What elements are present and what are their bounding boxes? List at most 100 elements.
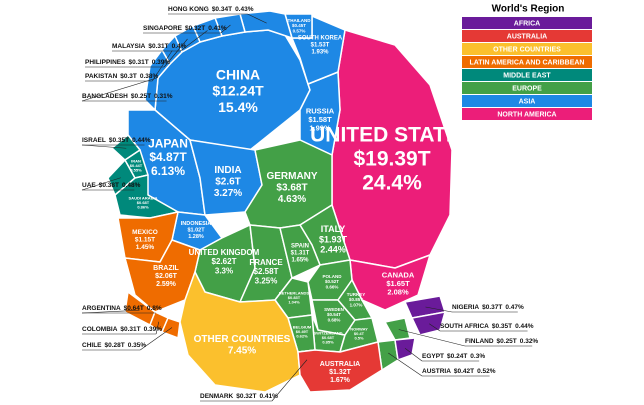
country-share: 1.93% — [311, 49, 329, 55]
country-callout: ISRAEL $0.35T 0.44% — [82, 137, 151, 144]
country-name: COLOMBIA — [82, 326, 118, 333]
country-share: 0.8% — [147, 305, 162, 312]
country-value: $0.24T — [447, 353, 467, 360]
country-name: UAE — [82, 182, 96, 189]
country-value: $0.32T — [236, 393, 256, 400]
country-share: 0.52% — [477, 368, 496, 375]
country-share: 0.4% — [172, 43, 187, 50]
callout-leader — [271, 359, 308, 402]
callout-leader — [155, 321, 160, 335]
country-value: $0.49T — [296, 329, 309, 334]
country-share: 1.45% — [136, 244, 155, 251]
country-value: $2.06T — [155, 273, 178, 280]
country-share: 0.47% — [505, 304, 524, 311]
country-name: FRANCE — [249, 258, 283, 267]
country-name: SPAIN — [291, 244, 309, 250]
country-value: $0.45T — [292, 23, 306, 28]
country-cell — [114, 174, 179, 219]
country-share: 4.63% — [278, 194, 306, 205]
country-share: 0.66% — [326, 284, 339, 289]
country-share: 3.3% — [215, 266, 233, 275]
country-callout: HONG KONG $0.34T 0.43% — [168, 6, 254, 13]
country-value: $0.35T — [109, 137, 129, 144]
country-value: $1.02T — [187, 227, 205, 233]
country-name: HONG KONG — [168, 6, 209, 13]
country-name: JAPAN — [148, 136, 188, 150]
legend-swatch — [462, 69, 592, 81]
country-share: 1.67% — [330, 377, 351, 384]
country-share: 0.85% — [322, 340, 334, 345]
country-value: $0.3T — [120, 73, 137, 80]
callout-leader — [404, 348, 423, 362]
country-callout: AUSTRIA $0.42T 0.52% — [422, 368, 496, 375]
country-share: 0.41% — [259, 393, 278, 400]
country-name: EGYPT — [422, 353, 444, 360]
country-name: DENMARK — [200, 393, 234, 400]
country-value: $1.31T — [291, 251, 310, 257]
country-share: 2.59% — [156, 281, 177, 288]
country-share: 0.39% — [152, 59, 171, 66]
country-value: $1.65T — [386, 279, 410, 288]
legend-label: OTHER COUNTRIES — [493, 46, 561, 53]
country-name: AUSTRIA — [422, 368, 451, 375]
country-callout: SINGAPORE $0.32T 0.41% — [143, 25, 227, 32]
country-share: 0.35% — [128, 342, 147, 349]
country-share: 1.28% — [188, 234, 204, 240]
country-name: THAILAND — [288, 18, 312, 23]
country-share: 0.3% — [470, 353, 485, 360]
country-value: $3.68T — [276, 183, 307, 194]
country-name: UNITED KINGDOM — [189, 248, 260, 257]
country-cell — [394, 337, 416, 361]
country-share: 1.04% — [288, 300, 300, 305]
country-name: SAUDI ARABIA — [129, 195, 158, 200]
country-share: 3.25% — [255, 276, 278, 285]
country-value: $1.32T — [329, 369, 352, 376]
country-callout: ARGENTINA $0.64T 0.8% — [82, 305, 162, 312]
country-value: $0.31T — [128, 59, 148, 66]
country-cell — [384, 317, 411, 341]
country-share: 0.44% — [515, 323, 534, 330]
legend-swatch — [462, 17, 592, 29]
country-value: $0.31T — [148, 43, 168, 50]
country-callout: NIGERIA $0.37T 0.47% — [452, 304, 524, 311]
callout-leader — [220, 24, 231, 34]
country-share: 0.44% — [132, 137, 151, 144]
country-value: $0.35T — [492, 323, 512, 330]
country-value: $4.87T — [149, 150, 187, 164]
country-name: ARGENTINA — [82, 305, 121, 312]
callout-leader — [398, 329, 466, 347]
country-name: INDONESIA — [181, 221, 212, 227]
country-callout: SOUTH AFRICA $0.35T 0.44% — [440, 323, 534, 330]
country-share: 0.31% — [154, 93, 173, 100]
country-value: $0.64T — [124, 305, 144, 312]
country-value: $0.85T — [349, 297, 363, 302]
country-value: $2.58T — [254, 267, 279, 276]
country-value: $0.42T — [454, 368, 474, 375]
country-name: SOUTH AFRICA — [440, 323, 489, 330]
country-share: 0.38% — [140, 73, 159, 80]
country-callout: BANGLADESH $0.25T 0.31% — [82, 93, 173, 100]
country-value: $0.25T — [497, 338, 517, 345]
country-value: $1.15T — [135, 237, 155, 244]
country-name: FINLAND — [465, 338, 494, 345]
country-share: 6.13% — [151, 164, 185, 178]
country-value: $2.62T — [212, 257, 237, 266]
callout-leader — [81, 177, 121, 191]
country-name: BELGIUM — [293, 324, 312, 329]
country-name: MEXICO — [132, 229, 158, 236]
country-value: $0.37T — [482, 304, 502, 311]
legend-label: NORTH AMERICA — [497, 111, 556, 118]
country-cell — [179, 271, 301, 393]
legend-label: LATIN AMERICA AND CARIBBEAN — [470, 59, 585, 66]
country-share: 0.5% — [354, 336, 364, 341]
legend-swatch — [462, 82, 592, 94]
country-share: 3.27% — [214, 188, 242, 199]
callout-leader — [81, 77, 157, 102]
country-share: 1.65% — [291, 257, 309, 263]
country-callout: COLOMBIA $0.31T 0.39% — [82, 326, 162, 333]
callout-leader — [247, 13, 267, 24]
country-share: 1.07% — [350, 302, 363, 307]
country-name: IRAN — [131, 158, 141, 163]
legend-label: AFRICA — [514, 20, 540, 27]
legend-label: MIDDLE EAST — [503, 72, 551, 79]
